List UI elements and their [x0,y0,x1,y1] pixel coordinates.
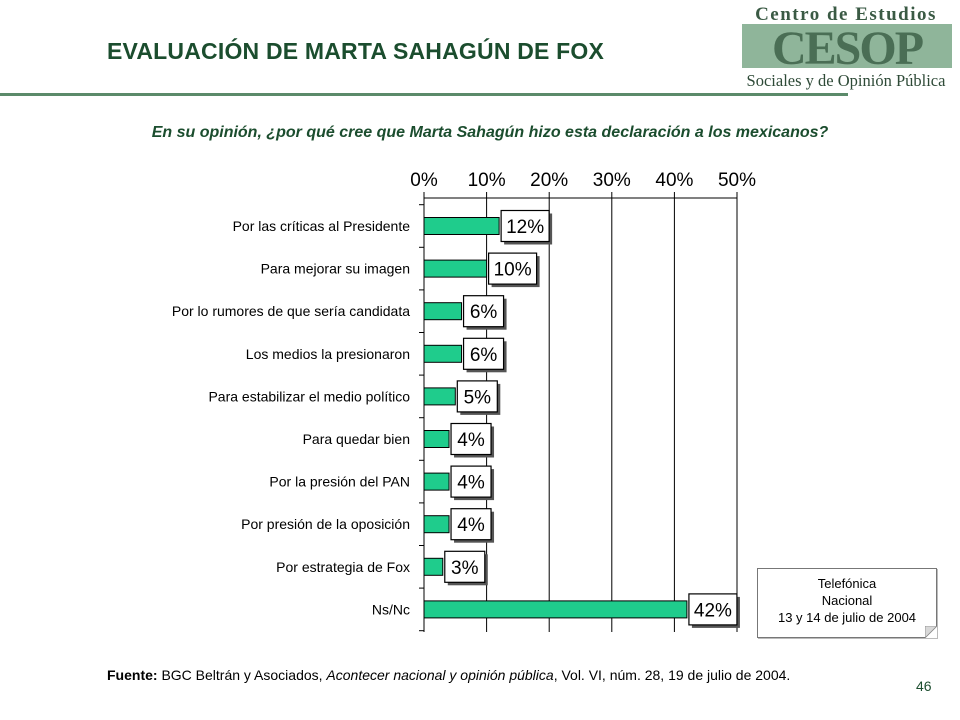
tick-label: 40% [655,170,693,191]
category-label: Por presión de la oposición [241,516,410,532]
tick-label: 0% [410,170,438,191]
bar [423,217,500,235]
data-label: 6% [470,345,498,366]
data-label: 42% [694,600,732,621]
category-label: Por las críticas al Presidente [233,218,411,234]
category-label: Para quedar bien [303,431,410,447]
source-note: Fuente: BGC Beltrán y Asociados, Acontec… [107,667,790,683]
bar [423,557,444,576]
survey-note: Telefónica Nacional 13 y 14 de julio de … [757,568,937,638]
data-label-box [688,593,738,626]
data-label-box [456,380,498,413]
data-label: 4% [457,430,485,451]
bar [423,472,450,491]
category-label: Por estrategia de Fox [276,559,410,575]
logo-mark-text: CESOP [772,22,923,75]
note-line-3: 13 y 14 de julio de 2004 [777,610,917,625]
header-rule [0,93,848,96]
note-line-1: Telefónica [817,576,877,591]
data-label-box [450,508,492,541]
logo-bottom-text: Sociales y de Opinión Pública [747,71,947,90]
chart-bars [423,217,688,619]
source-publication: Acontecer nacional y opinión pública [326,667,554,683]
bar [423,259,488,278]
logo-band [742,24,952,68]
data-label: 12% [506,217,544,238]
page-fold-icon [925,626,937,638]
category-label: Para mejorar su imagen [261,261,410,277]
data-label-box [462,337,505,370]
data-label: 3% [451,558,479,579]
logo-top-text: Centro de Estudios [755,4,937,25]
cesop-logo: Centro de Estudios CESOP Sociales y de O… [742,4,952,90]
data-label-box [444,550,486,583]
data-label-box [450,422,492,456]
source-label: Fuente: [107,667,158,683]
data-label-box [500,209,550,243]
data-label: 10% [494,260,532,281]
source-text-1: BGC Beltrán y Asociados, [161,667,327,683]
source-text-2: , Vol. VI, núm. 28, 19 de julio de 2004. [553,667,791,683]
category-label: Ns/Nc [372,601,410,617]
bar [423,600,688,619]
category-label: Por la presión del PAN [269,474,410,490]
data-label: 5% [464,387,492,408]
chart-question: En su opinión, ¿por qué cree que Marta S… [151,124,829,141]
tick-label: 30% [593,170,631,191]
page-number: 46 [916,678,932,694]
page-title: EVALUACIÓN DE MARTA SAHAGÚN DE FOX [107,38,605,64]
data-label-box [450,465,492,498]
category-label: Para estabilizar el medio político [208,388,410,404]
note-line-2: Nacional [821,593,873,608]
category-labels: Por las críticas al Presidente Para mejor… [172,218,410,617]
data-label-box [462,295,505,328]
bar [423,302,463,321]
data-label-box [488,252,538,285]
bar [423,515,450,534]
axis-tick-labels: 0% 10% 20% 30% 40% 50% [410,170,756,191]
category-label: Por lo rumores de que sería candidata [172,303,410,319]
category-label: Los medios la presionaron [246,346,410,362]
tick-label: 10% [468,170,506,191]
bar [423,387,456,406]
tick-label: 50% [718,170,756,191]
data-labels: 12% 10% 6% 6% 5% 4% 4% 4% 3% 42% [444,209,740,628]
data-label: 4% [457,473,485,494]
data-label: 6% [470,302,498,323]
data-label: 4% [457,515,485,536]
bar [423,430,450,448]
tick-label: 20% [530,170,568,191]
bar [423,344,463,363]
